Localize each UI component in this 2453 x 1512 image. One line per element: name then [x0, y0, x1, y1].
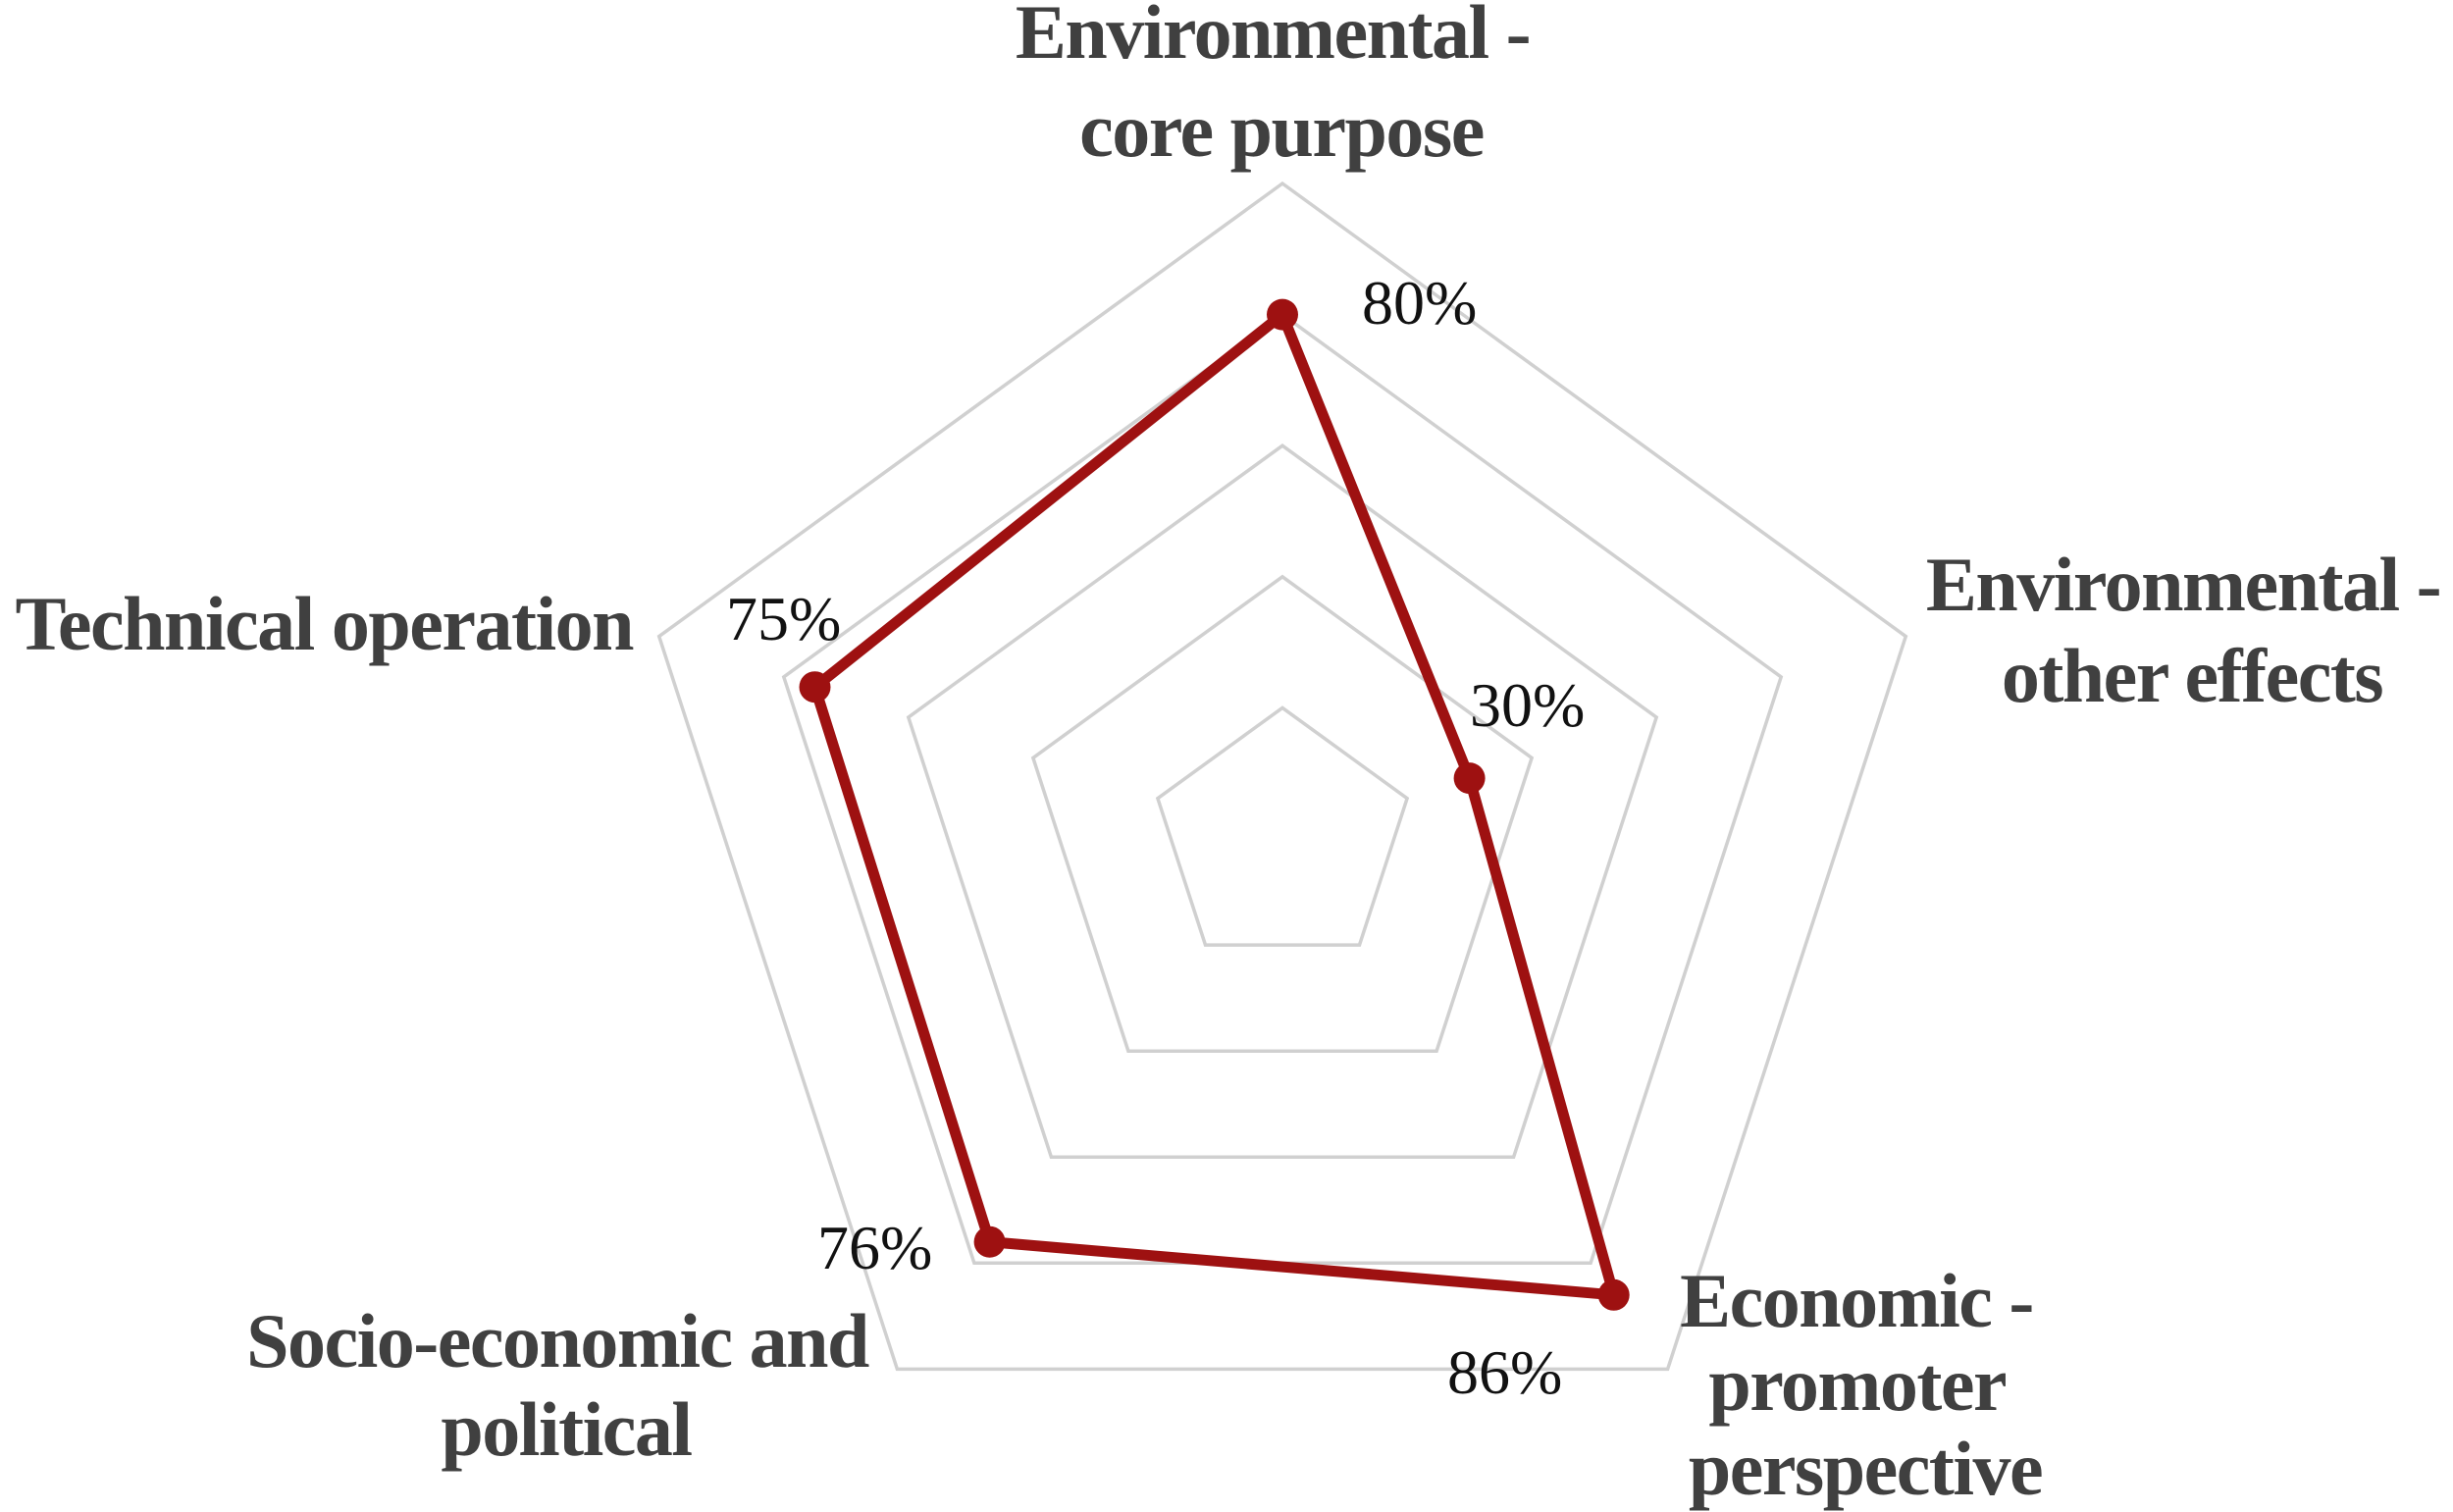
- data-point-marker: [799, 671, 831, 704]
- value-label-economic-promoter-perspective: 86%: [1447, 1337, 1562, 1407]
- axis-label-environmental-core-purpose: Environmental - core purpose: [1016, 0, 1547, 173]
- axis-label-socio-economic-political: Socio-economic and political: [246, 1298, 886, 1472]
- axis-label-economic-promoter-perspective: Economic - promoter perspective: [1680, 1258, 2051, 1511]
- axis-labels: Environmental - core purpose Environment…: [16, 0, 2453, 1511]
- value-label-socio-economic-political: 76%: [817, 1213, 932, 1282]
- grid-ring-100: [656, 181, 1908, 1372]
- grid-ring-40: [1030, 574, 1535, 1053]
- data-point-marker: [1267, 298, 1298, 331]
- data-series: [799, 298, 1630, 1311]
- value-label-technical-operation: 75%: [726, 584, 841, 653]
- value-labels: 80% 30% 86% 76% 75%: [726, 268, 1585, 1407]
- axis-label-technical-operation: Technical operation: [16, 581, 635, 666]
- data-point-marker: [973, 1225, 1006, 1258]
- value-label-environmental-core-purpose: 80%: [1362, 268, 1477, 338]
- grid-ring-60: [906, 443, 1659, 1160]
- value-label-environmental-other-effects: 30%: [1470, 670, 1585, 740]
- data-point-marker: [1597, 1278, 1630, 1311]
- grid-ring-20: [1155, 705, 1410, 947]
- axis-label-environmental-other-effects: Environmental - other effects: [1926, 542, 2453, 718]
- series-line: [809, 309, 1620, 1301]
- data-point-marker: [1453, 762, 1486, 795]
